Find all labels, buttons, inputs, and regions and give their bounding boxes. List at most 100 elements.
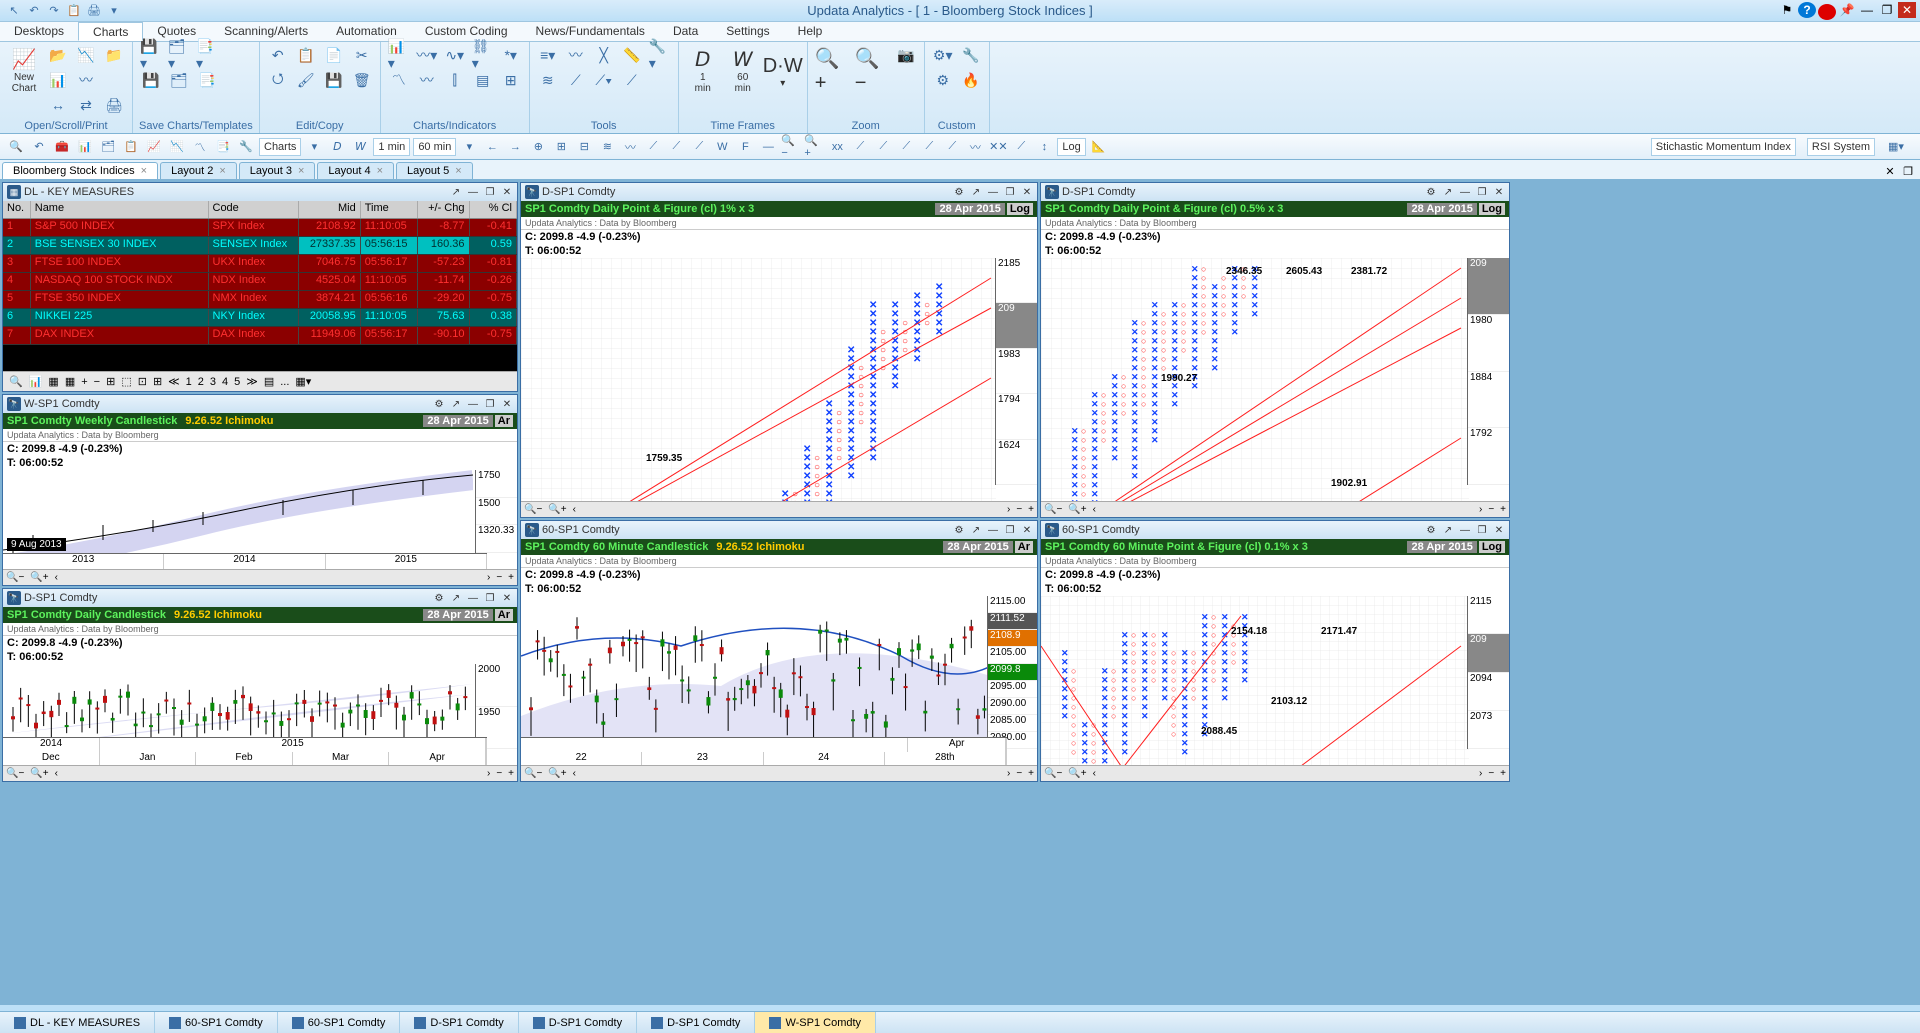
panel-header[interactable]: 🔭 D-SP1 Comdty ⚙↗—❐✕ bbox=[3, 589, 517, 607]
ribbon-button[interactable]: 📑 bbox=[195, 69, 219, 91]
ribbon-button[interactable]: 〰 bbox=[564, 44, 588, 66]
ribbon-button[interactable]: ↔ bbox=[46, 94, 70, 116]
table-row[interactable]: 1S&P 500 INDEXSPX Index2108.9211:10:05-8… bbox=[3, 219, 517, 237]
share-icon[interactable]: ↗ bbox=[1440, 523, 1456, 537]
toolbar-item[interactable]: ▾ bbox=[304, 137, 324, 157]
zoom-in-icon[interactable]: 🔍+ bbox=[27, 768, 51, 779]
toolbar-item[interactable]: ⊕ bbox=[528, 137, 548, 157]
ribbon-button[interactable]: ✂ bbox=[350, 44, 374, 66]
table-row[interactable]: 6NIKKEI 225NKY Index20058.9511:10:0575.6… bbox=[3, 309, 517, 327]
layout-tab[interactable]: Layout 5× bbox=[396, 162, 473, 179]
zoom-out-icon[interactable]: 🔍− bbox=[521, 768, 545, 779]
qa-print-icon[interactable]: 🖨 bbox=[86, 3, 102, 19]
ribbon-button[interactable]: 📊▾ bbox=[387, 44, 411, 66]
share-icon[interactable]: ↗ bbox=[1440, 185, 1456, 199]
toolbar-item[interactable]: 60 min bbox=[413, 138, 456, 156]
panel-header[interactable]: 🔭 D-SP1 Comdty ⚙↗—❐✕ bbox=[521, 183, 1037, 201]
ribbon-button[interactable]: 🔥 bbox=[959, 69, 983, 91]
qa-dropdown-icon[interactable]: ▾ bbox=[106, 3, 122, 19]
ribbon-button[interactable]: ⟋▾ bbox=[592, 69, 616, 91]
col-code[interactable]: Code bbox=[209, 201, 300, 218]
minus-icon[interactable]: − bbox=[1485, 768, 1497, 779]
plus-icon[interactable]: + bbox=[1025, 504, 1037, 515]
close-icon[interactable]: ✕ bbox=[1491, 185, 1507, 199]
toolbar-item[interactable]: 📐 bbox=[1089, 137, 1109, 157]
dl-tool-button[interactable]: 1 bbox=[184, 376, 194, 388]
bottom-tab[interactable]: 60-SP1 Comdty bbox=[155, 1012, 278, 1033]
dl-tool-button[interactable]: ▦ bbox=[46, 375, 60, 388]
scroll-left-icon[interactable]: ‹ bbox=[52, 768, 61, 779]
close-tab-icon[interactable]: × bbox=[219, 165, 225, 177]
maximize-icon[interactable]: ❐ bbox=[482, 397, 498, 411]
bottom-tab[interactable]: 60-SP1 Comdty bbox=[278, 1012, 401, 1033]
ribbon-button[interactable]: ⛓▾ bbox=[471, 44, 495, 66]
bottom-tab[interactable]: W-SP1 Comdty bbox=[755, 1012, 876, 1033]
qa-cursor-icon[interactable]: ↖ bbox=[6, 3, 22, 19]
table-row[interactable]: 7DAX INDEXDAX Index11949.0605:56:17-90.1… bbox=[3, 327, 517, 345]
toolbar-item[interactable]: 𝘋 bbox=[327, 137, 347, 157]
chart-canvas[interactable]: ✕✕✕✕✕○○○○✕✕✕✕✕✕✕✕○○○○○✕✕✕✕✕✕✕✕✕✕✕✕○○○○○○… bbox=[521, 258, 1037, 501]
zoom-out-icon[interactable]: 🔍− bbox=[3, 768, 27, 779]
minimize-icon[interactable]: — bbox=[985, 523, 1001, 537]
zoom-in-icon[interactable]: 🔍+ bbox=[1065, 504, 1089, 515]
toolbar-item[interactable]: 📊 bbox=[75, 137, 95, 157]
bottom-tab[interactable]: D-SP1 Comdty bbox=[400, 1012, 518, 1033]
zoom-in-icon[interactable]: 🔍+ bbox=[545, 504, 569, 515]
gear-icon[interactable]: ⚙ bbox=[1423, 523, 1439, 537]
ribbon-big-button[interactable]: 🔍− bbox=[854, 44, 890, 98]
ribbon-big-button[interactable]: D·W▾ bbox=[765, 44, 801, 98]
ribbon-button[interactable]: ∿▾ bbox=[443, 44, 467, 66]
toolbar-right-item[interactable]: ▦▾ bbox=[1886, 137, 1906, 157]
ribbon-button[interactable] bbox=[648, 69, 672, 91]
dl-tool-button[interactable]: ≫ bbox=[244, 375, 260, 388]
ribbon-big-button[interactable]: 𝘞60 min bbox=[725, 44, 761, 98]
ribbon-button[interactable]: ⟋ bbox=[564, 69, 588, 91]
dl-tool-button[interactable]: 📊 bbox=[27, 375, 45, 388]
maximize-icon[interactable]: ❐ bbox=[482, 591, 498, 605]
maximize-button[interactable]: ❐ bbox=[1878, 2, 1896, 18]
ribbon-button[interactable]: 📋 bbox=[294, 44, 318, 66]
gear-icon[interactable]: ⚙ bbox=[431, 397, 447, 411]
ribbon-button[interactable]: 💾▾ bbox=[139, 44, 163, 66]
ribbon-button[interactable]: ⟋ bbox=[620, 69, 644, 91]
share-icon[interactable]: ↗ bbox=[448, 591, 464, 605]
dl-tool-button[interactable]: 4 bbox=[220, 376, 230, 388]
toolbar-item[interactable]: ≋ bbox=[597, 137, 617, 157]
layout-tab[interactable]: Layout 2× bbox=[160, 162, 237, 179]
col-time[interactable]: Time bbox=[361, 201, 418, 218]
toolbar-item[interactable]: ⊞ bbox=[551, 137, 571, 157]
flag-icon[interactable]: ⚑ bbox=[1778, 2, 1796, 18]
toolbar-item[interactable]: ⟋ bbox=[689, 137, 709, 157]
toolbar-item[interactable]: ↶ bbox=[29, 137, 49, 157]
scroll-right-icon[interactable]: › bbox=[484, 572, 493, 583]
share-icon[interactable]: ↗ bbox=[448, 397, 464, 411]
toolbar-item[interactable]: ▾ bbox=[459, 137, 479, 157]
maximize-icon[interactable]: ❐ bbox=[482, 185, 498, 199]
table-row[interactable]: 2BSE SENSEX 30 INDEXSENSEX Index27337.35… bbox=[3, 237, 517, 255]
minimize-icon[interactable]: — bbox=[985, 185, 1001, 199]
ribbon-button[interactable]: ╳ bbox=[592, 44, 616, 66]
scroll-right-icon[interactable]: › bbox=[1004, 768, 1013, 779]
toolbar-item[interactable]: Log bbox=[1057, 138, 1085, 156]
plus-icon[interactable]: + bbox=[1025, 768, 1037, 779]
menu-custom-coding[interactable]: Custom Coding bbox=[411, 22, 522, 41]
plus-icon[interactable]: + bbox=[1497, 768, 1509, 779]
toolbar-item[interactable]: 📋 bbox=[121, 137, 141, 157]
layout-ctrl-icon[interactable]: ✕ bbox=[1882, 163, 1898, 179]
plus-icon[interactable]: + bbox=[1497, 504, 1509, 515]
close-tab-icon[interactable]: × bbox=[298, 165, 304, 177]
scroll-left-icon[interactable]: ‹ bbox=[570, 504, 579, 515]
zoom-in-icon[interactable]: 🔍+ bbox=[1065, 768, 1089, 779]
toolbar-item[interactable]: 1 min bbox=[373, 138, 410, 156]
maximize-icon[interactable]: ❐ bbox=[1002, 523, 1018, 537]
toolbar-item[interactable]: 🔍 bbox=[6, 137, 26, 157]
toolbar-item[interactable]: ⟋ bbox=[1011, 137, 1031, 157]
maximize-icon[interactable]: ❐ bbox=[1474, 523, 1490, 537]
minimize-icon[interactable]: — bbox=[1457, 523, 1473, 537]
ribbon-button[interactable]: ⚙▾ bbox=[931, 44, 955, 66]
ribbon-button[interactable]: 💾 bbox=[139, 69, 163, 91]
ribbon-button[interactable]: ⚙ bbox=[931, 69, 955, 91]
help-icon[interactable]: ? bbox=[1798, 2, 1816, 18]
dl-tool-button[interactable]: ⬚ bbox=[119, 375, 133, 388]
toolbar-item[interactable]: 🗂 bbox=[98, 137, 118, 157]
